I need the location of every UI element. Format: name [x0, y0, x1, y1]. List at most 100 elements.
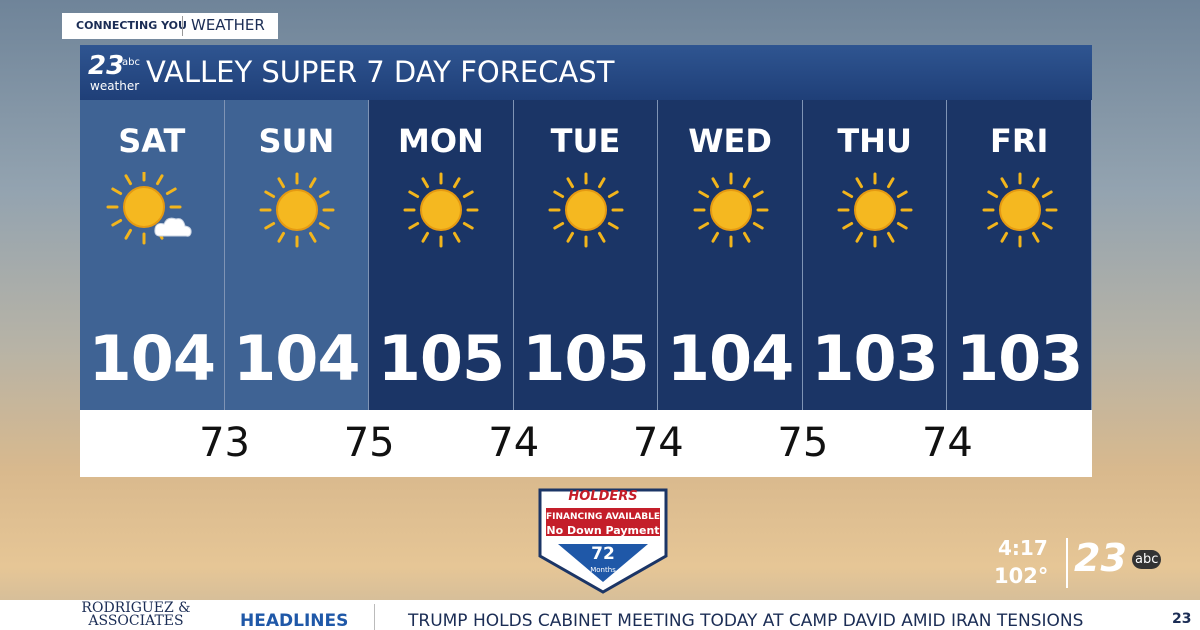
high-temp: 104	[88, 322, 216, 395]
sun-ray	[308, 177, 317, 189]
sun-ray	[111, 219, 123, 227]
ad-months-label: Months	[590, 566, 616, 574]
sun-ray	[855, 231, 864, 243]
low-temp: 74	[921, 420, 973, 466]
high-temp: 104	[233, 322, 360, 395]
ticker-label: HEADLINES	[240, 611, 349, 630]
low-temp: 75	[343, 420, 395, 466]
sun-ray	[987, 222, 998, 230]
sun-ray	[897, 222, 908, 230]
day-name: SAT	[118, 122, 186, 160]
divider	[1066, 538, 1068, 588]
sun-ray	[277, 231, 285, 243]
weather-icon	[259, 172, 335, 248]
sun-ray	[742, 177, 751, 189]
day-column: TUE 105	[513, 100, 659, 410]
sun-ray	[124, 174, 133, 186]
ticker: RODRIGUEZ & ASSOCIATES HEADLINES TRUMP H…	[0, 600, 1200, 630]
sun-ray	[453, 231, 461, 243]
sun-ray	[752, 190, 764, 198]
sun-ray	[752, 222, 764, 230]
low-temp: 74	[632, 420, 684, 466]
sun-ray	[264, 190, 275, 198]
logo-network: abc	[122, 57, 140, 68]
sun-ray	[1000, 177, 1008, 189]
day-column: SAT 104	[80, 100, 225, 410]
lows-bar	[80, 410, 1092, 477]
sun-ray	[318, 190, 330, 198]
sun-ray	[697, 222, 709, 230]
sun-ray	[124, 228, 133, 240]
weather-icon	[106, 172, 192, 245]
sun-ray	[887, 177, 895, 189]
low-temp: 75	[777, 420, 829, 466]
day-name: TUE	[550, 122, 621, 160]
sun-ray	[463, 222, 475, 230]
sun-ray	[277, 177, 285, 189]
ad-brand: HOLDERS	[568, 489, 638, 504]
sun-disc	[275, 189, 318, 231]
title: VALLEY SUPER 7 DAY FORECAST	[146, 55, 615, 89]
ad: HOLDERS FINANCING AVAILABLE No Down Paym…	[536, 486, 670, 594]
high-temp: 103	[955, 322, 1083, 395]
sun-ray	[1031, 177, 1040, 189]
sun-ray	[166, 187, 177, 195]
high-temp: 104	[666, 322, 794, 395]
tag: CONNECTING YOU WEATHER	[62, 13, 278, 39]
corner-network: abc	[1132, 550, 1162, 569]
weather-icon	[837, 172, 913, 248]
day-column: SUN 104	[224, 100, 370, 410]
day-column: WED 104	[658, 100, 803, 410]
sun-disc	[420, 189, 463, 231]
high-temp: 105	[522, 322, 649, 395]
headline: TRUMP HOLDS CABINET MEETING TODAY AT CAM…	[408, 611, 1084, 630]
header: 23 abc weather VALLEY SUPER 7 DAY FORECA…	[80, 45, 1092, 101]
sun-ray	[1031, 231, 1040, 243]
corner-logo: 23	[1074, 536, 1127, 580]
sun-ray	[566, 177, 574, 189]
sun-ray	[318, 222, 330, 230]
sun-disc	[564, 189, 607, 231]
high-temp: 105	[377, 322, 505, 395]
ad-shield	[538, 488, 668, 594]
clock: 4:17	[998, 536, 1048, 560]
sun-ray	[408, 222, 420, 230]
sun-ray	[742, 231, 751, 243]
weather-icon	[403, 172, 479, 248]
ticker-logo: 23	[1172, 611, 1192, 627]
sun-ray	[308, 231, 317, 243]
sun-ray	[842, 222, 854, 230]
sun-ray	[711, 231, 719, 243]
sun-ray	[597, 231, 606, 243]
sun-ray	[553, 190, 565, 198]
sun-ray	[1000, 231, 1008, 243]
low-temp: 74	[488, 420, 540, 466]
tag-left: CONNECTING YOU	[76, 19, 187, 32]
weather-icon	[548, 172, 624, 248]
day-name: WED	[688, 122, 772, 160]
day-name: THU	[837, 122, 912, 160]
sun-ray	[1041, 222, 1053, 230]
sun-ray	[607, 190, 619, 198]
weather-icon	[982, 172, 1058, 248]
day-name: FRI	[990, 122, 1049, 160]
current-temp: 102°	[994, 564, 1049, 588]
ad-line2: No Down Payment	[546, 524, 660, 537]
day-column: THU 103	[802, 100, 948, 410]
logo-sub: weather	[90, 79, 140, 93]
sun-ray	[421, 177, 430, 189]
sun-ray	[553, 222, 565, 230]
weather-icon	[693, 172, 769, 248]
logo-number: 23	[88, 51, 125, 81]
sun-ray	[1041, 190, 1053, 198]
ticker-divider	[374, 604, 375, 630]
low-temp: 73	[199, 420, 251, 466]
day-name: SUN	[258, 122, 335, 160]
sun-ray	[453, 177, 461, 189]
sun-ray	[855, 177, 864, 189]
cloud	[154, 217, 192, 237]
ad-months: 72	[591, 544, 615, 564]
high-temp: 103	[811, 322, 938, 395]
day-name: MON	[398, 122, 484, 160]
